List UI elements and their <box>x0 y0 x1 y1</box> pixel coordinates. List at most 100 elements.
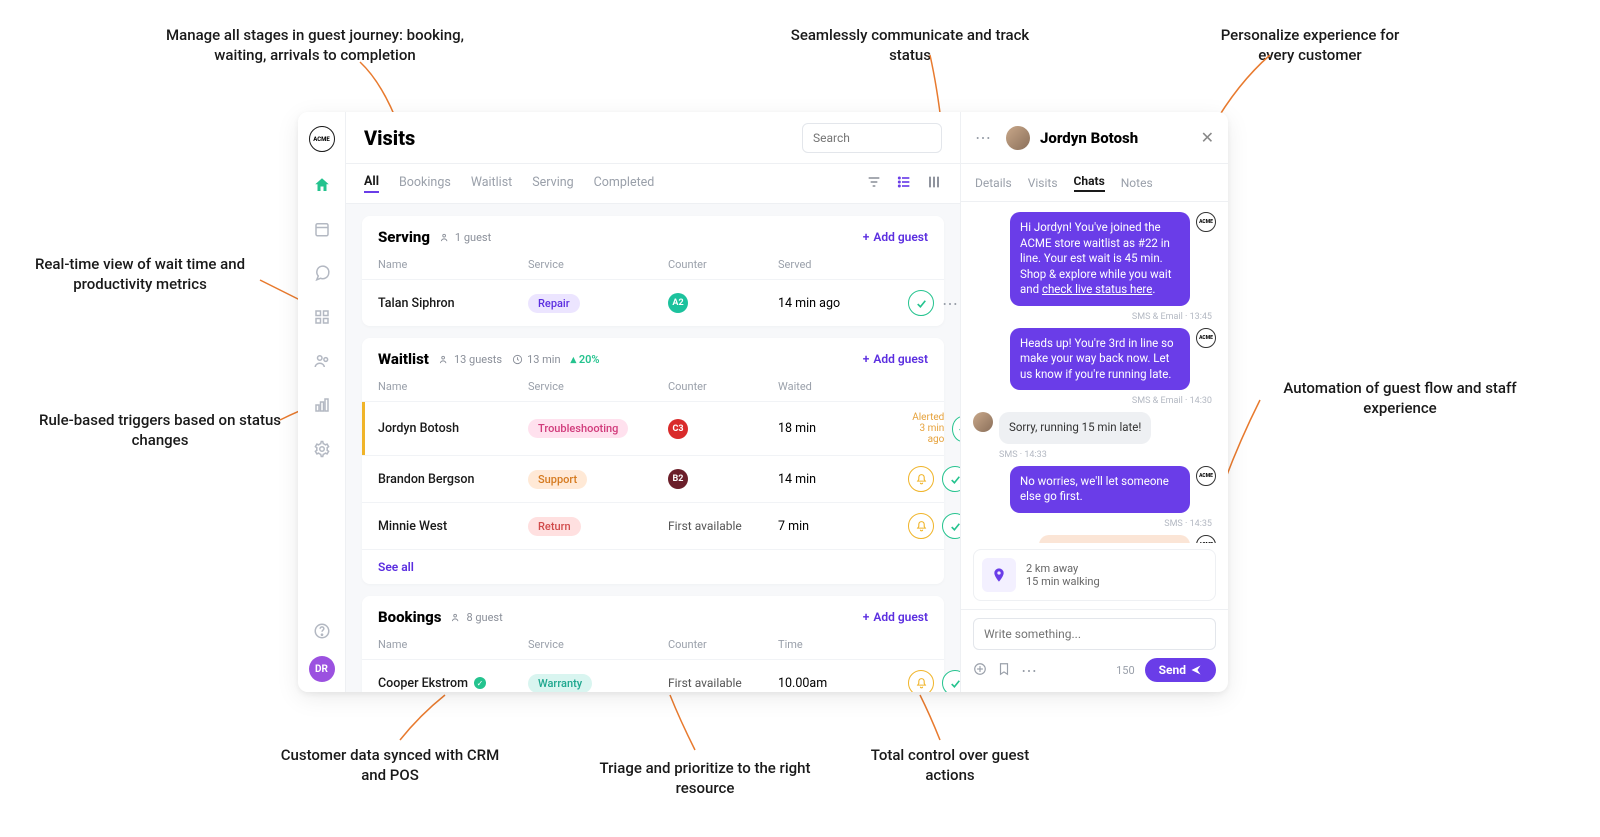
close-icon[interactable]: ✕ <box>1201 128 1214 147</box>
panel-tab-chats[interactable]: Chats <box>1074 174 1105 192</box>
service-tag: Support <box>528 470 587 489</box>
alert-status: Alerted3 min ago <box>908 412 944 445</box>
user-avatar[interactable]: DR <box>309 656 335 682</box>
section-title: Serving <box>378 228 430 246</box>
main-header: Visits <box>346 112 960 164</box>
attach-icon[interactable] <box>973 662 987 679</box>
counter-badge: C3 <box>668 419 688 439</box>
filter-icon[interactable] <box>866 174 882 194</box>
complete-button[interactable] <box>942 466 960 492</box>
row-menu-icon[interactable]: ⋯ <box>942 294 959 313</box>
complete-button[interactable] <box>952 416 960 442</box>
chat-message: Sorry, running 15 min late! <box>973 412 1216 444</box>
guest-avatar-icon <box>973 412 993 432</box>
annotation: Total control over guest actions <box>850 745 1050 786</box>
main-area: Visits All Bookings Waitlist Serving Com… <box>346 112 960 692</box>
panel-menu-icon[interactable]: ⋯ <box>975 128 992 147</box>
char-count: 150 <box>1116 664 1135 677</box>
counter-badge: B2 <box>668 469 688 489</box>
chat-thread: Hi Jordyn! You've joined the ACME store … <box>961 202 1228 543</box>
nav-home-icon[interactable] <box>311 174 333 196</box>
counter-badge: A2 <box>668 293 688 313</box>
brand-avatar-icon: ACME <box>1196 212 1216 232</box>
nav-users-icon[interactable] <box>311 350 333 372</box>
message-input[interactable] <box>973 618 1216 650</box>
complete-button[interactable] <box>942 670 960 692</box>
wait-time: 13 min <box>512 353 561 366</box>
app-window: ACME DR Visits <box>298 112 1228 692</box>
complete-button[interactable] <box>908 290 934 316</box>
table-row[interactable]: Minnie West Return First available 7 min… <box>362 502 944 549</box>
tab-waitlist[interactable]: Waitlist <box>471 175 512 192</box>
message-meta: SMS & Email · 13:45 <box>973 312 1216 322</box>
annotation: Customer data synced with CRM and POS <box>280 745 500 786</box>
nav-settings-icon[interactable] <box>311 438 333 460</box>
time-value: 7 min <box>778 519 908 534</box>
see-all-link[interactable]: See all <box>362 549 944 584</box>
annotation: Automation of guest flow and staff exper… <box>1250 378 1550 419</box>
chat-message: Hi Jordyn! You've joined the ACME store … <box>973 212 1216 306</box>
chat-message: Place in line changed to 5 ACME <box>973 535 1216 543</box>
sections-container: Serving 1 guest + Add guest Name Service… <box>346 204 960 692</box>
service-tag: Warranty <box>528 674 592 693</box>
nav-calendar-icon[interactable] <box>311 218 333 240</box>
add-guest-button[interactable]: + Add guest <box>863 352 928 366</box>
counter-text: First available <box>668 676 778 690</box>
time-value: 14 min <box>778 472 908 487</box>
search-input[interactable] <box>802 123 942 153</box>
panel-tab-visits[interactable]: Visits <box>1028 176 1058 190</box>
chat-message: No worries, we'll let someone else go fi… <box>973 466 1216 513</box>
panel-tab-details[interactable]: Details <box>975 176 1012 190</box>
section-waitlist: Waitlist 13 guests 13 min ▴ 20% + Add gu… <box>362 338 944 584</box>
bookmark-icon[interactable] <box>997 662 1011 679</box>
compose-menu-icon[interactable]: ⋯ <box>1021 661 1038 680</box>
tab-bookings[interactable]: Bookings <box>399 175 451 192</box>
guest-count: 1 guest <box>440 231 491 244</box>
alert-button[interactable] <box>908 670 934 692</box>
message-meta: SMS & Email · 14:30 <box>973 396 1216 406</box>
counter-text: First available <box>668 519 778 533</box>
trend-indicator: ▴ 20% <box>571 353 600 366</box>
table-row[interactable]: Brandon Bergson Support B2 14 min ⋯ <box>362 455 944 502</box>
alert-button[interactable] <box>908 513 934 539</box>
nav-help-icon[interactable] <box>311 620 333 642</box>
service-tag: Return <box>528 517 581 536</box>
alert-button[interactable] <box>908 466 934 492</box>
add-guest-button[interactable]: + Add guest <box>863 230 928 244</box>
service-tag: Repair <box>528 294 580 313</box>
brand-avatar-icon: ACME <box>1196 328 1216 348</box>
complete-button[interactable] <box>942 513 960 539</box>
nav-chat-icon[interactable] <box>311 262 333 284</box>
nav-apps-icon[interactable] <box>311 306 333 328</box>
view-columns-icon[interactable] <box>926 174 942 194</box>
panel-tab-notes[interactable]: Notes <box>1121 176 1153 190</box>
add-guest-button[interactable]: + Add guest <box>863 610 928 624</box>
annotation: Real-time view of wait time and producti… <box>5 254 275 295</box>
tab-serving[interactable]: Serving <box>532 175 573 192</box>
send-button[interactable]: Send <box>1145 658 1216 682</box>
time-value: 10.00am <box>778 676 908 691</box>
brand-logo: ACME <box>309 126 335 152</box>
table-row[interactable]: Talan Siphron Repair A2 14 min ago ⋯ <box>362 279 944 326</box>
section-title: Bookings <box>378 608 441 626</box>
annotation: Personalize experience for every custome… <box>1210 25 1410 66</box>
annotation: Manage all stages in guest journey: book… <box>150 25 480 66</box>
walk-time-text: 15 min walking <box>1026 575 1100 588</box>
message-meta: SMS · 14:33 <box>973 450 1216 460</box>
table-row[interactable]: Cooper Ekstrom Warranty First available … <box>362 659 944 692</box>
col-name: Name <box>378 258 528 271</box>
table-row[interactable]: Jordyn Botosh Troubleshooting C3 18 min … <box>362 401 944 455</box>
tab-all[interactable]: All <box>364 174 379 193</box>
distance-text: 2 km away <box>1026 562 1100 575</box>
section-bookings: Bookings 8 guest + Add guest Name Servic… <box>362 596 944 692</box>
time-value: 14 min ago <box>778 296 908 311</box>
col-served: Served <box>778 258 908 271</box>
message-meta: SMS · 14:35 <box>973 519 1216 529</box>
guest-avatar <box>1006 126 1030 150</box>
view-list-icon[interactable] <box>896 174 912 194</box>
service-tag: Troubleshooting <box>528 419 628 438</box>
location-card: 2 km away 15 min walking <box>973 549 1216 601</box>
nav-analytics-icon[interactable] <box>311 394 333 416</box>
tab-completed[interactable]: Completed <box>594 175 655 192</box>
filter-tabs: All Bookings Waitlist Serving Completed <box>346 164 960 204</box>
